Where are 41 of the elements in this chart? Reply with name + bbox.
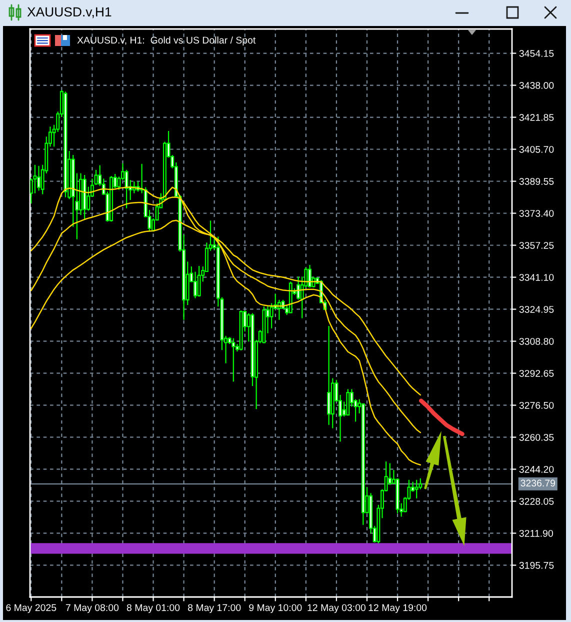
- y-tick-label: 3421.85: [519, 114, 554, 121]
- line-series: [30, 186, 422, 466]
- y-tick-label: 3292.65: [519, 370, 554, 377]
- candlestick: [346, 388, 350, 416]
- y-tick-label: 3373.40: [519, 210, 554, 217]
- x-tick-label: 6 May 2025: [6, 604, 56, 614]
- y-tick-label: 3324.95: [519, 306, 554, 313]
- y-tick-label: 3260.35: [519, 434, 554, 441]
- text: XAUUSD.v, H1: Gold vs US Dollar / Spot: [77, 36, 256, 46]
- candlestick: [37, 165, 41, 192]
- ref-line-label: 3236.79: [520, 480, 556, 487]
- candlestick: [232, 338, 236, 382]
- candlestick: [110, 175, 114, 222]
- y-tick-label: 3308.80: [519, 338, 554, 345]
- y-tick-label: 3454.15: [519, 50, 554, 57]
- y-tick-label: 3276.50: [519, 402, 554, 409]
- x-tick-label: 7 May 08:00: [66, 604, 119, 614]
- x-tick-label: 12 May 03:00: [308, 604, 366, 614]
- candlestick: [308, 264, 312, 288]
- candlestick: [327, 325, 331, 426]
- candlestick: [82, 174, 86, 221]
- candlestick: [197, 265, 201, 298]
- y-tick-label: 3405.70: [519, 146, 554, 153]
- x-tick-label: 8 May 01:00: [126, 604, 180, 614]
- y-tick-label: 3438.00: [519, 82, 554, 89]
- candlestick: [414, 479, 418, 499]
- y-tick-label: 3341.10: [519, 274, 554, 281]
- y-tick-label: 3357.25: [519, 242, 554, 249]
- chart-title: XAUUSD.v,H1: [27, 7, 112, 18]
- y-tick-label: 3389.55: [519, 178, 554, 185]
- candlestick: [361, 402, 365, 526]
- candlestick: [239, 310, 243, 351]
- y-tick-label: 3228.05: [519, 498, 554, 505]
- candlestick: [288, 281, 292, 314]
- x-tick-label: 12 May 19:00: [368, 604, 427, 614]
- y-tick-label: 3195.75: [519, 562, 554, 569]
- y-tick-label: 3211.90: [519, 530, 553, 537]
- y-tick-label: 3244.20: [519, 466, 554, 473]
- candlestick: [262, 306, 266, 344]
- x-tick-label: 9 May 10:00: [249, 604, 302, 614]
- x-tick-label: 8 May 17:00: [188, 604, 241, 614]
